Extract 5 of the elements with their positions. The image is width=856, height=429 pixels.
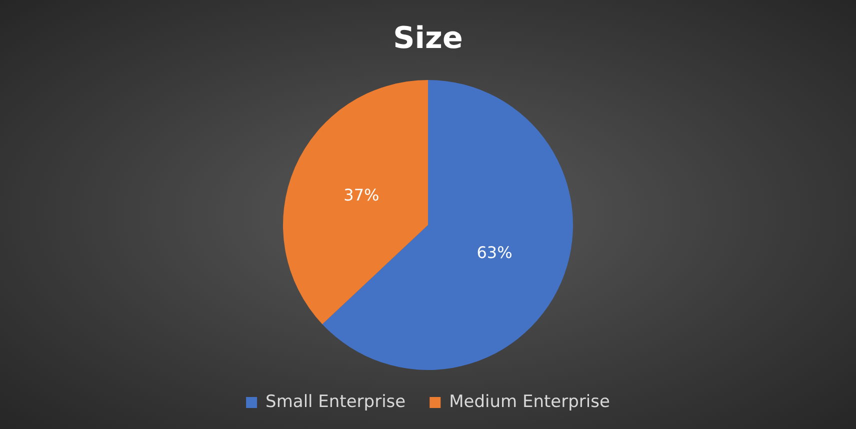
data-label: 63%: [476, 242, 512, 262]
chart-title: Size: [393, 20, 463, 56]
data-label: 37%: [344, 185, 380, 204]
legend-label: Medium Enterprise: [449, 392, 610, 412]
legend-label: Small Enterprise: [266, 392, 406, 412]
